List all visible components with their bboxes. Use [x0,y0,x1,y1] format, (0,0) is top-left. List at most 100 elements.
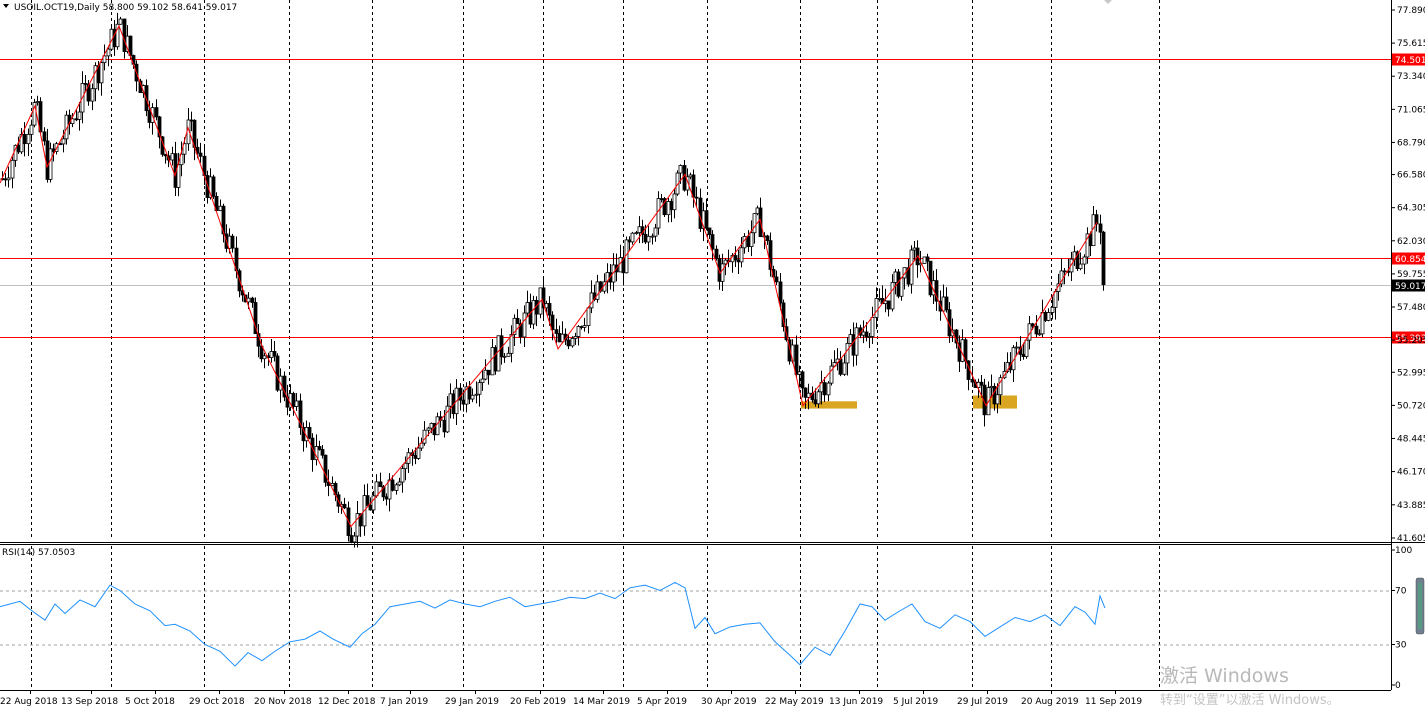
candle-body [250,297,255,303]
candle-body [714,248,719,259]
vertical-grid [31,0,1160,540]
candle-body [291,393,296,407]
candle-body [877,297,882,300]
current-price-tag [1392,279,1425,292]
candle-body [1059,270,1064,285]
candle-body [874,298,879,318]
candle-body [566,339,571,347]
candle-body [352,535,357,543]
rsi-panel[interactable]: RSI(14) 57.0503 [0,546,1391,690]
collapse-triangle-icon[interactable] [3,4,9,8]
price-tick-label: 71.065 [1397,105,1425,115]
chart-shift-marker-icon[interactable] [1104,0,1112,4]
candle-body [16,144,21,153]
candle-body [470,394,475,400]
price-tick-label: 66.580 [1397,171,1425,181]
candle-body [384,496,389,500]
candle-body [893,271,898,283]
candle-body [118,18,123,25]
candle-body [838,358,843,375]
candle-body [115,23,120,48]
candle-body [794,344,799,375]
candle-body [496,335,501,372]
candle-body [656,198,661,229]
price-tick-label: 52.995 [1397,368,1425,378]
candle-body [106,48,111,57]
candle-body [557,333,562,343]
candle-body [6,177,11,181]
price-tick-label: 50.720 [1397,401,1425,411]
price-axis[interactable]: 77.890 75.615 73.340 71.065 68.790 66.580 64.3… [1391,6,1425,544]
candle-body [778,281,783,304]
current-price-tag-label: 59.017 [1395,282,1425,292]
price-tick-label: 41.605 [1397,534,1425,544]
candle-body [330,483,335,486]
candle-body [45,140,50,180]
date-tick-label: 5 Apr 2019 [637,697,687,707]
candle-body [1034,325,1039,335]
candle-body [358,513,363,527]
candle-body [64,114,69,140]
date-tick-label: 22 May 2019 [765,697,824,707]
level-price-tag-label: 55.393 [1395,334,1425,344]
rsi-tick-label: 30 [1395,641,1407,651]
candle-body [854,327,859,356]
candle-body [995,394,1000,405]
candle-body [282,375,287,398]
candle-body [22,133,27,145]
candle-body [704,210,709,229]
candle-body [547,303,552,316]
price-panel[interactable]: 74.501 60.854 55.393 59.017 USOIL.OCT19,Dai… [0,0,1425,548]
candle-body [32,102,37,126]
candle-body [707,227,712,235]
rsi-line [0,581,1106,667]
candle-body [320,449,325,456]
candle-body [1040,312,1045,335]
price-panel-background [0,0,1391,542]
candle-body [1043,312,1048,321]
date-axis[interactable]: 22 Aug 2018 13 Sep 2018 5 Oct 2018 29 Oct 2… [0,690,1142,707]
candle-body [1046,312,1051,321]
candle-body [739,247,744,263]
candle-body [512,317,517,335]
candle-body [723,259,728,265]
candle-body [586,307,591,326]
candle-body [755,207,760,215]
horizontal-levels[interactable]: 74.501 60.854 55.393 59.017 [0,53,1425,345]
windows-activation-title: 激活 Windows [1160,665,1289,687]
level-price-tag [1392,53,1425,66]
candle-body [870,317,875,337]
candle-body [813,399,818,405]
candle-body [970,379,975,383]
candle-body [550,314,555,331]
candle-body [1024,339,1029,357]
candle-body [643,233,648,243]
candle-body [1082,256,1087,265]
candle-body [458,387,463,401]
support-zone [801,401,857,409]
candle-body [10,159,15,179]
candle-body [579,326,584,328]
candle-body [394,484,399,491]
candle-body [749,232,754,247]
candle-body [934,280,939,302]
level-price-tag [1392,252,1425,265]
candle-body [720,263,725,282]
candle-body [806,392,811,398]
candle-body [349,535,354,543]
rsi-axis[interactable]: 100 70 30 0 [1391,546,1412,691]
candle-body [851,334,856,356]
candle-body [154,107,159,118]
date-tick-label: 22 Aug 2018 [0,697,58,707]
candle-body [182,143,187,155]
rsi-levels [0,590,1391,646]
candle-body [691,174,696,198]
candle-body [746,236,751,247]
candle-body [218,205,223,212]
candle-body [1101,231,1106,286]
candle-body [800,371,805,389]
candle-body [442,419,447,433]
candle-body [86,83,91,102]
candle-body [445,405,450,433]
